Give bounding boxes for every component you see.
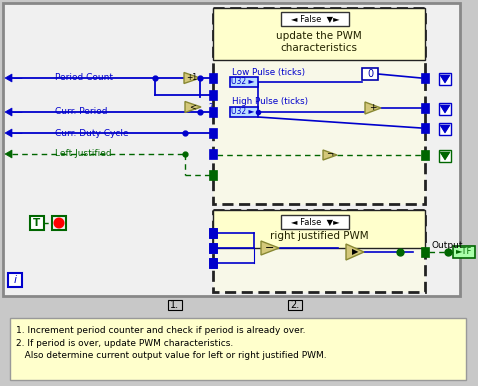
Text: T: T — [33, 218, 41, 228]
Bar — [209, 90, 217, 100]
Polygon shape — [365, 102, 381, 114]
Bar — [288, 300, 302, 310]
Bar — [209, 170, 217, 180]
Bar — [168, 300, 182, 310]
Polygon shape — [441, 106, 449, 112]
Circle shape — [54, 217, 65, 229]
Bar — [439, 103, 451, 115]
Bar — [362, 68, 378, 80]
Bar — [230, 107, 258, 117]
Polygon shape — [5, 129, 12, 137]
Polygon shape — [5, 150, 12, 158]
Polygon shape — [346, 244, 364, 260]
Text: Curr. Period: Curr. Period — [55, 107, 108, 117]
Bar — [30, 216, 44, 230]
Bar — [209, 258, 217, 268]
Text: ►TF: ►TF — [456, 247, 472, 257]
Bar — [439, 73, 451, 85]
Bar — [209, 258, 217, 268]
Polygon shape — [441, 153, 449, 159]
Bar — [281, 215, 349, 229]
Text: High Pulse (ticks): High Pulse (ticks) — [232, 98, 308, 107]
Text: ◄ False  ▼►: ◄ False ▼► — [291, 15, 339, 24]
Bar — [421, 150, 429, 160]
Polygon shape — [5, 108, 12, 116]
Text: Curr. Duty Cycle: Curr. Duty Cycle — [55, 129, 129, 137]
Bar — [421, 73, 429, 83]
Text: i: i — [13, 275, 17, 285]
Text: ¬: ¬ — [326, 151, 334, 159]
Text: ◄ False  ▼►: ◄ False ▼► — [291, 217, 339, 227]
Polygon shape — [441, 76, 449, 82]
Text: Low Pulse (ticks): Low Pulse (ticks) — [232, 68, 305, 76]
Text: +1: +1 — [186, 73, 197, 83]
Bar — [439, 123, 451, 135]
Bar — [421, 103, 429, 113]
Text: right justified PWM: right justified PWM — [270, 231, 369, 241]
Polygon shape — [440, 105, 450, 113]
Bar — [209, 243, 217, 253]
Polygon shape — [440, 75, 450, 83]
Bar — [10, 318, 466, 380]
Text: 0: 0 — [367, 69, 373, 79]
Text: U32 ►: U32 ► — [231, 78, 254, 86]
Text: Output: Output — [432, 240, 464, 249]
Bar — [8, 273, 22, 287]
Bar — [213, 8, 425, 204]
Bar — [209, 73, 217, 83]
Polygon shape — [5, 74, 12, 82]
Text: 1.: 1. — [171, 300, 180, 310]
Text: —: — — [13, 107, 23, 117]
Bar — [421, 247, 429, 257]
Bar — [209, 128, 217, 138]
Bar — [213, 210, 425, 248]
Bar — [209, 107, 217, 117]
Text: ?: ? — [208, 103, 212, 112]
Bar — [209, 228, 217, 238]
Polygon shape — [440, 152, 450, 160]
Bar — [281, 12, 349, 26]
Text: <: < — [189, 103, 196, 112]
Bar — [421, 123, 429, 133]
Text: 2.: 2. — [290, 300, 300, 310]
Text: ▶: ▶ — [352, 247, 358, 257]
Text: −: − — [265, 243, 275, 253]
Polygon shape — [184, 73, 200, 83]
Text: Period Count: Period Count — [55, 73, 113, 83]
Bar — [439, 150, 451, 162]
Bar — [213, 210, 425, 292]
Polygon shape — [185, 102, 201, 112]
Polygon shape — [323, 150, 337, 160]
Text: —: — — [13, 128, 23, 138]
Text: U32 ►: U32 ► — [231, 107, 254, 117]
Bar — [209, 243, 217, 253]
Text: Left Justified: Left Justified — [55, 149, 112, 159]
Text: +: + — [369, 103, 377, 112]
Bar — [209, 149, 217, 159]
Polygon shape — [440, 125, 450, 133]
Bar — [230, 77, 258, 87]
Bar — [209, 228, 217, 238]
Text: 1. Increment period counter and check if period is already over.
2. If period is: 1. Increment period counter and check if… — [16, 326, 326, 360]
Bar — [52, 216, 66, 230]
Polygon shape — [261, 241, 279, 255]
Polygon shape — [441, 126, 449, 132]
Bar — [3, 3, 460, 296]
Bar — [213, 8, 425, 60]
Text: update the PWM
characteristics: update the PWM characteristics — [276, 31, 362, 53]
Text: —: — — [13, 73, 23, 83]
Bar — [453, 246, 475, 258]
